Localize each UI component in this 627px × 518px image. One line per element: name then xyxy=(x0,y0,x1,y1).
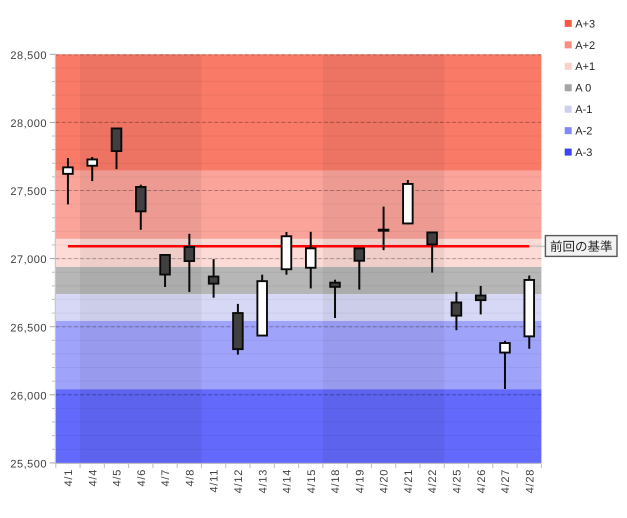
svg-text:4/19: 4/19 xyxy=(354,469,366,494)
svg-text:A-3: A-3 xyxy=(575,147,592,159)
svg-text:4/25: 4/25 xyxy=(452,469,464,494)
svg-text:4/7: 4/7 xyxy=(160,469,172,487)
svg-text:4/22: 4/22 xyxy=(427,469,439,494)
svg-text:4/11: 4/11 xyxy=(209,469,221,493)
svg-text:A 0: A 0 xyxy=(575,83,591,95)
svg-text:A-2: A-2 xyxy=(575,126,592,138)
svg-text:4/6: 4/6 xyxy=(136,469,148,487)
svg-text:28,500: 28,500 xyxy=(10,50,47,62)
svg-text:4/5: 4/5 xyxy=(112,469,124,487)
svg-text:26,500: 26,500 xyxy=(10,322,47,334)
svg-text:27,500: 27,500 xyxy=(10,186,47,198)
svg-text:26,000: 26,000 xyxy=(10,390,47,402)
svg-text:4/28: 4/28 xyxy=(524,469,536,494)
svg-text:4/15: 4/15 xyxy=(306,469,318,494)
svg-text:4/21: 4/21 xyxy=(403,469,415,494)
svg-text:4/8: 4/8 xyxy=(184,469,196,487)
svg-text:4/4: 4/4 xyxy=(87,469,99,487)
svg-text:4/13: 4/13 xyxy=(257,469,269,494)
svg-text:A+3: A+3 xyxy=(575,18,595,30)
svg-text:27,000: 27,000 xyxy=(10,254,47,266)
svg-text:4/12: 4/12 xyxy=(233,469,245,494)
svg-text:A-1: A-1 xyxy=(575,104,592,116)
svg-text:28,000: 28,000 xyxy=(10,118,47,130)
svg-text:A+1: A+1 xyxy=(575,61,595,73)
svg-text:4/20: 4/20 xyxy=(379,469,391,494)
svg-text:4/26: 4/26 xyxy=(476,469,488,494)
svg-text:25,500: 25,500 xyxy=(10,459,47,471)
svg-text:4/14: 4/14 xyxy=(282,469,294,494)
svg-text:4/1: 4/1 xyxy=(63,469,75,487)
svg-text:A+2: A+2 xyxy=(575,40,595,52)
svg-text:4/27: 4/27 xyxy=(500,469,512,494)
svg-text:4/18: 4/18 xyxy=(330,469,342,494)
